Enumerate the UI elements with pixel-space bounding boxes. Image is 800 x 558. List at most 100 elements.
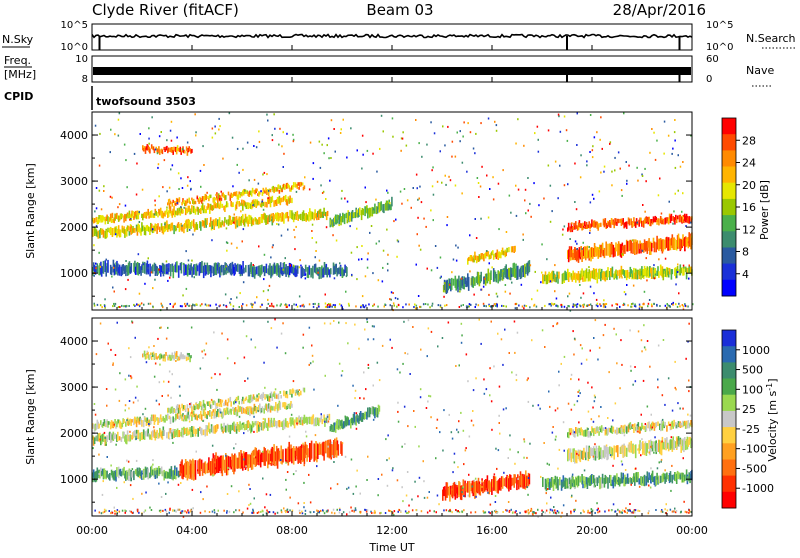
data-cell bbox=[440, 305, 442, 307]
data-cell bbox=[582, 347, 584, 349]
data-cell bbox=[376, 243, 378, 245]
data-cell bbox=[318, 510, 320, 512]
data-cell bbox=[229, 302, 231, 304]
data-cell bbox=[411, 499, 413, 501]
data-cell bbox=[225, 293, 227, 295]
data-cell bbox=[286, 391, 288, 395]
data-cell bbox=[283, 153, 285, 155]
data-cell bbox=[322, 192, 324, 194]
data-cell bbox=[655, 509, 657, 511]
data-cell bbox=[541, 243, 543, 245]
data-cell bbox=[584, 227, 586, 229]
data-cell bbox=[214, 373, 216, 375]
data-cell bbox=[574, 305, 576, 307]
data-cell bbox=[600, 223, 602, 227]
y-tick-label: 3000 bbox=[60, 381, 88, 394]
data-cell bbox=[583, 226, 585, 228]
data-cell bbox=[169, 509, 171, 511]
data-cell bbox=[313, 162, 315, 164]
colorbar-tick-label: 24 bbox=[742, 157, 756, 170]
data-cell bbox=[270, 461, 272, 463]
data-cell bbox=[217, 424, 219, 428]
data-cell bbox=[563, 421, 565, 423]
x-tick-label: 08:00 bbox=[276, 524, 308, 537]
data-cell bbox=[548, 391, 550, 393]
data-cell bbox=[603, 334, 605, 336]
data-cell bbox=[121, 305, 123, 307]
data-cell bbox=[155, 204, 157, 206]
data-cell bbox=[130, 484, 132, 486]
colorbar-segment bbox=[722, 280, 736, 297]
data-cell bbox=[663, 153, 665, 155]
data-cell bbox=[331, 442, 333, 444]
data-cell bbox=[351, 459, 353, 461]
data-cell bbox=[285, 303, 287, 305]
data-cell bbox=[679, 408, 681, 410]
data-cell bbox=[677, 264, 679, 266]
data-cell bbox=[649, 452, 651, 454]
colorbar-segment bbox=[722, 231, 736, 248]
data-cell bbox=[597, 477, 599, 486]
data-cell bbox=[424, 497, 426, 499]
data-cell bbox=[309, 327, 311, 329]
data-cell bbox=[649, 299, 651, 301]
noise-panel: N.Sky 10^5 10^0 10^5 10^0 N.Search bbox=[2, 20, 796, 53]
data-cell bbox=[499, 386, 501, 388]
data-cell bbox=[302, 443, 304, 445]
data-cell bbox=[292, 391, 294, 393]
data-cell bbox=[662, 394, 664, 396]
data-cell bbox=[286, 489, 288, 491]
data-cell bbox=[280, 198, 282, 203]
data-cell bbox=[115, 233, 117, 235]
data-cell bbox=[295, 470, 297, 472]
data-cell bbox=[170, 417, 172, 424]
data-cell bbox=[217, 403, 219, 407]
data-cell bbox=[159, 135, 161, 137]
data-cell bbox=[466, 353, 468, 355]
data-cell bbox=[203, 430, 205, 436]
data-cell bbox=[552, 426, 554, 428]
data-cell bbox=[253, 431, 255, 433]
data-cell bbox=[248, 484, 250, 486]
data-cell bbox=[610, 454, 612, 456]
data-cell bbox=[533, 305, 535, 307]
data-cell bbox=[318, 306, 320, 308]
data-cell bbox=[549, 464, 551, 466]
data-cell bbox=[330, 487, 332, 489]
data-cell bbox=[236, 297, 238, 299]
data-cell bbox=[170, 397, 172, 399]
data-cell bbox=[158, 195, 160, 197]
data-cell bbox=[555, 439, 557, 441]
data-cell bbox=[372, 325, 374, 327]
data-cell bbox=[111, 267, 113, 275]
data-cell bbox=[661, 511, 663, 513]
data-cell bbox=[283, 166, 285, 168]
data-cell bbox=[271, 327, 273, 329]
data-cell bbox=[110, 129, 112, 131]
data-cell bbox=[599, 510, 601, 512]
data-cell bbox=[633, 285, 635, 287]
data-cell bbox=[540, 281, 542, 283]
data-cell bbox=[677, 216, 679, 220]
data-cell bbox=[603, 299, 605, 301]
data-cell bbox=[162, 150, 164, 155]
data-cell bbox=[475, 306, 477, 308]
data-cell bbox=[517, 478, 519, 480]
data-cell bbox=[217, 407, 219, 409]
data-cell bbox=[105, 510, 107, 512]
data-cell bbox=[237, 264, 239, 272]
data-cell bbox=[650, 446, 652, 448]
data-cell bbox=[276, 304, 278, 306]
colorbar-segment bbox=[722, 346, 736, 363]
data-cell bbox=[428, 395, 430, 397]
data-cell bbox=[110, 227, 112, 235]
data-cell bbox=[555, 436, 557, 438]
data-cell bbox=[630, 370, 632, 372]
data-cell bbox=[616, 333, 618, 335]
data-cell bbox=[148, 143, 150, 145]
data-cell bbox=[170, 130, 172, 132]
data-cell bbox=[643, 275, 645, 277]
data-cell bbox=[324, 322, 326, 324]
data-cell bbox=[567, 140, 569, 142]
data-cell bbox=[561, 512, 563, 514]
